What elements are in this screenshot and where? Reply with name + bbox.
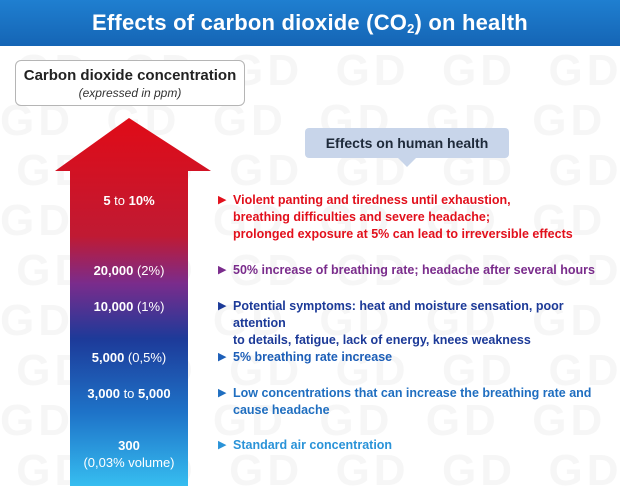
effect-row-3: ▶ Potential symptoms: heat and moisture …: [218, 299, 564, 347]
arrow-shape: [55, 118, 211, 486]
triangle-right-icon: ▶: [218, 387, 227, 399]
level-label-2: 20,000 (2%): [93, 263, 165, 278]
level-label-3: 10,000 (1%): [93, 299, 165, 314]
effect-row-1: ▶ Violent panting and tiredness until ex…: [218, 193, 573, 241]
triangle-right-icon: ▶: [218, 439, 227, 451]
effects-box: Effects on human health: [305, 128, 509, 158]
triangle-right-icon: ▶: [218, 300, 227, 312]
concentration-box-subtitle: (expressed in ppm): [78, 86, 182, 100]
triangle-right-icon: ▶: [218, 351, 227, 363]
level-label-1: 5 to 10%: [103, 193, 155, 208]
effect-row-6: ▶ Standard air concentration: [218, 438, 393, 452]
effect-row-4: ▶ 5% breathing rate increase: [218, 350, 393, 364]
title-subscript: 2: [407, 21, 415, 36]
page-title: Effects of carbon dioxide (CO2) on healt…: [0, 0, 620, 46]
triangle-right-icon: ▶: [218, 194, 227, 206]
concentration-box: Carbon dioxide concentration (expressed …: [15, 60, 245, 106]
triangle-right-icon: ▶: [218, 264, 227, 276]
concentration-box-title: Carbon dioxide concentration: [23, 67, 237, 84]
effect-row-5: ▶ Low concentrations that can increase t…: [218, 386, 592, 417]
effect-row-2: ▶ 50% increase of breathing rate; headac…: [218, 263, 595, 277]
level-label-4: 5,000 (0,5%): [91, 350, 167, 365]
level-label-6: 300 (0,03% volume): [83, 438, 175, 470]
level-label-5: 3,000 to 5,000: [87, 386, 171, 401]
effects-box-pointer: [398, 158, 416, 167]
